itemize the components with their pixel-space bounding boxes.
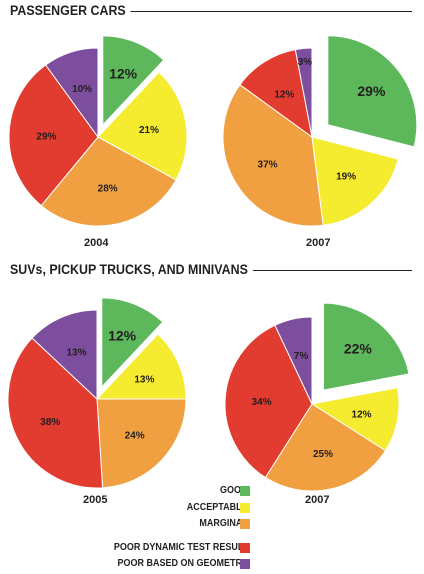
pie-slice-passenger-2004-poor-geometry [44, 47, 99, 139]
legend-label-good: GOOD [220, 485, 248, 496]
pie-label-passenger-2004-poor-geometry: 10% [72, 84, 92, 95]
pie-label-passenger-2007-acceptable: 19% [336, 172, 356, 183]
pie-title-suv-2005: 2005 [83, 494, 108, 506]
section-title-passenger-cars: PASSENGER CARS [10, 3, 131, 19]
pie-label-passenger-2007-good: 29% [357, 83, 386, 99]
pie-label-suv-2005-good: 12% [108, 328, 137, 344]
pie-slice-suv-2005-good [101, 297, 164, 389]
section-rule-passenger-cars [12, 11, 412, 12]
pie-slice-passenger-2007-poor-geometry [294, 47, 313, 138]
pie-slice-passenger-2007-good [327, 35, 418, 148]
pie-label-passenger-2004-good: 12% [109, 66, 138, 82]
legend-swatch-marginal [240, 519, 250, 529]
pie-slice-passenger-2007-acceptable [311, 136, 399, 226]
legend-swatch-poor-dynamic [240, 543, 250, 553]
pie-title-suv-2007: 2007 [305, 494, 330, 506]
pie-slice-suv-2005-poor-geometry [31, 309, 98, 401]
pie-label-passenger-2004-acceptable: 21% [139, 125, 159, 136]
pie-label-suv-2005-marginal: 24% [125, 430, 145, 441]
pie-label-passenger-2007-poor-dynamic: 12% [274, 89, 294, 100]
pie-label-suv-2005-poor-dynamic: 38% [40, 417, 60, 428]
pie-label-suv-2007-poor-dynamic: 34% [252, 397, 272, 408]
pie-slice-suv-2007-marginal [264, 403, 387, 492]
pie-label-suv-2005-poor-geometry: 13% [66, 348, 86, 359]
pie-slice-suv-2007-good [322, 302, 410, 391]
legend-label-marginal: MARGINAL [199, 518, 248, 529]
pie-title-passenger-2004: 2004 [84, 237, 109, 249]
pie-label-suv-2007-marginal: 25% [313, 449, 333, 460]
pie-slice-passenger-2004-acceptable [97, 71, 188, 181]
pie-label-suv-2007-good: 22% [344, 341, 373, 357]
legend-label-poor-geometry: POOR BASED ON GEOMETRY [117, 558, 248, 569]
pie-label-passenger-2004-poor-dynamic: 29% [36, 131, 56, 142]
pie-title-passenger-2007: 2007 [306, 237, 331, 249]
pie-slice-passenger-2007-marginal [222, 83, 324, 227]
pie-slice-suv-2005-acceptable [95, 333, 187, 400]
pie-slice-suv-2005-marginal [96, 398, 187, 489]
pie-label-passenger-2004-marginal: 28% [98, 184, 118, 195]
legend-label-poor-dynamic: POOR DYNAMIC TEST RESULT [113, 542, 248, 553]
pie-slice-suv-2007-acceptable [310, 387, 400, 452]
legend-swatch-acceptable [240, 503, 250, 513]
pie-slice-suv-2007-poor-dynamic [224, 324, 313, 479]
pie-slice-suv-2005-poor-dynamic [7, 337, 104, 489]
pie-slice-passenger-2007-poor-dynamic [239, 48, 313, 139]
pie-label-passenger-2007-poor-geometry: 3% [298, 57, 313, 68]
pie-slice-passenger-2004-marginal [40, 136, 177, 227]
pie-label-suv-2007-acceptable: 12% [352, 409, 372, 420]
pie-slice-passenger-2004-good [102, 35, 165, 127]
pie-label-suv-2005-acceptable: 13% [134, 374, 154, 385]
pie-slice-suv-2007-poor-geometry [274, 316, 313, 405]
legend-swatch-poor-geometry [240, 559, 250, 569]
pie-slice-passenger-2004-poor-dynamic [8, 64, 99, 207]
pie-label-passenger-2007-marginal: 37% [258, 159, 278, 170]
section-title-suvs: SUVs, PICKUP TRUCKS, AND MINIVANS [10, 262, 253, 278]
legend-label-acceptable: ACCEPTABLE [187, 502, 248, 513]
pie-label-suv-2007-poor-geometry: 7% [294, 351, 309, 362]
legend-swatch-good [240, 486, 250, 496]
